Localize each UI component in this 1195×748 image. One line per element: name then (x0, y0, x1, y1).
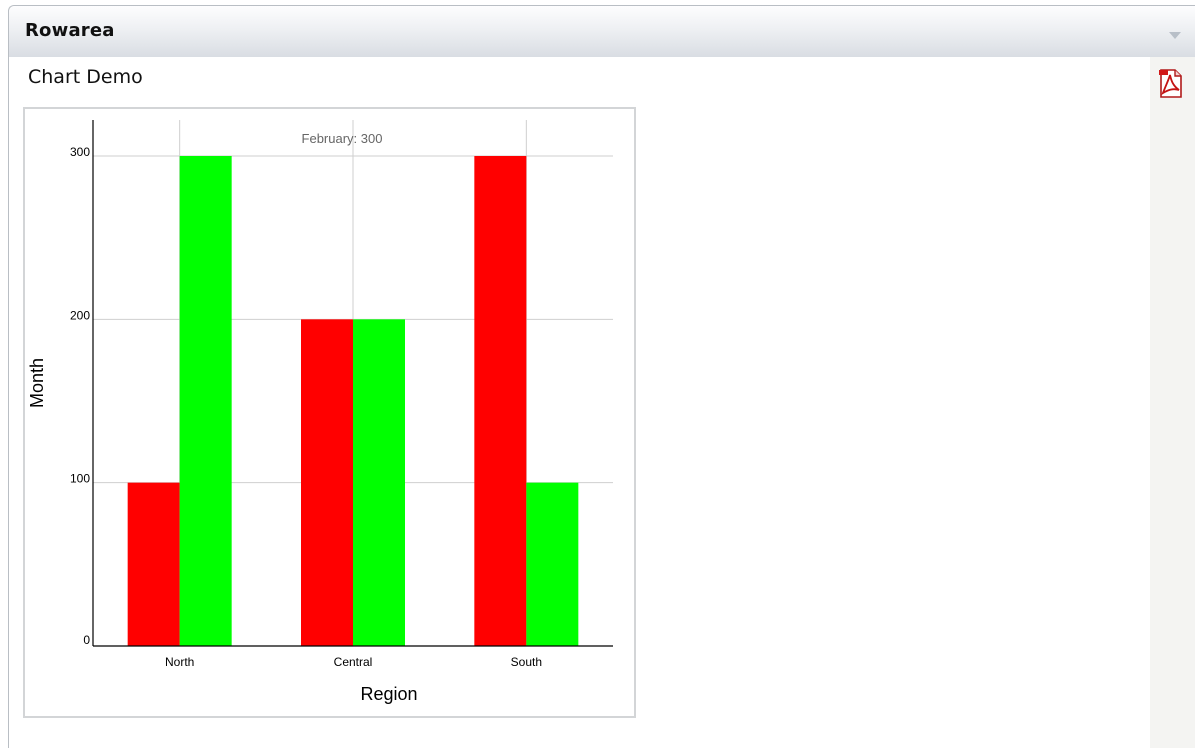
bar-1-1 (353, 319, 405, 646)
bar-0-0 (127, 482, 180, 646)
panel-title: Rowarea (25, 20, 115, 41)
y-tick-label-0: 0 (83, 633, 90, 647)
page-title: Chart Demo (28, 66, 143, 88)
chart-annotation: February: 300 (302, 131, 383, 146)
x-tick-label-1: Central (334, 655, 373, 669)
panel-titlebar: Rowarea (9, 6, 1195, 57)
y-tick-label-2: 200 (70, 308, 90, 322)
bar-chart: 0 100 200 300 North Central South Region Month Fe… (27, 120, 613, 704)
bar-1-2 (526, 482, 579, 646)
y-tick-label-1: 100 (70, 472, 90, 486)
x-tick-label-0: North (165, 655, 194, 669)
chart-container: 0 100 200 300 North Central South Region Month Fe… (23, 107, 636, 718)
bar-0-1 (301, 319, 353, 646)
bar-1-0 (179, 156, 232, 646)
right-toolbar (1150, 57, 1195, 748)
collapse-triangle-icon[interactable] (1169, 32, 1181, 39)
y-axis-label: Month (27, 358, 47, 408)
x-axis-label: Region (360, 684, 417, 704)
x-tick-label-2: South (511, 655, 542, 669)
panel-content: Chart Demo 0 100 200 300 North Central South Re… (9, 57, 1151, 748)
panel-window: Rowarea Chart Demo 0 100 200 300 North Centra… (8, 5, 1195, 748)
y-tick-label-3: 300 (70, 145, 90, 159)
bar-0-2 (474, 156, 527, 646)
pdf-icon[interactable] (1158, 69, 1184, 99)
